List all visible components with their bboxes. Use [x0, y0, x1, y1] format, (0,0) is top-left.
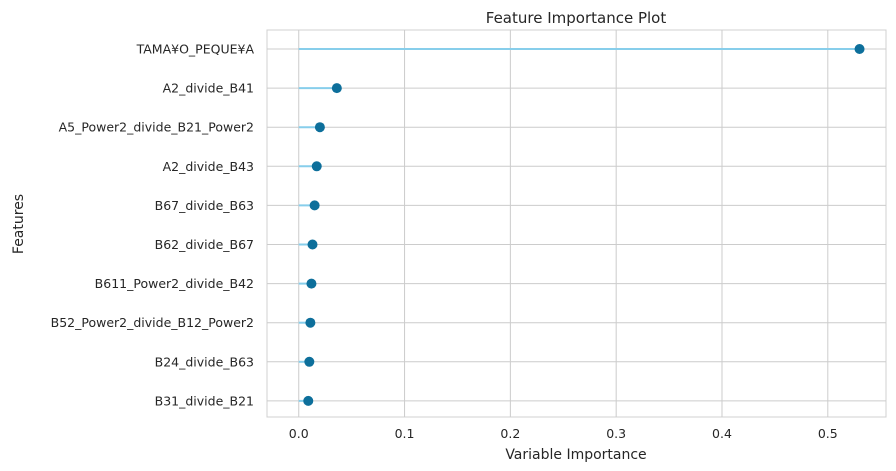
x-axis-label: Variable Importance	[505, 447, 646, 463]
x-tick-label: 0.5	[818, 426, 838, 441]
y-tick-label: B611_Power2_divide_B42	[95, 276, 254, 291]
plot-area	[266, 29, 887, 418]
lollipop-point	[311, 161, 322, 172]
y-tick-label: B31_divide_B21	[155, 393, 254, 408]
lollipop-points	[303, 44, 865, 406]
x-tick-label: 0.0	[289, 426, 309, 441]
lollipop-point	[331, 83, 342, 94]
lollipop-point	[307, 239, 318, 250]
x-tick-label: 0.1	[395, 426, 415, 441]
x-tick-label: 0.2	[500, 426, 520, 441]
lollipop-point	[305, 317, 316, 328]
lollipop-point	[303, 395, 314, 406]
lollipop-point	[306, 278, 317, 289]
y-tick-label: B24_divide_B63	[155, 354, 254, 369]
lollipop-point	[304, 356, 315, 367]
y-tick-label: A2_divide_B41	[163, 81, 254, 96]
y-tick-label: B52_Power2_divide_B12_Power2	[51, 315, 254, 330]
y-tick-labels: TAMA¥O_PEQUE¥A A2_divide_B41 A5_Power2_div…	[51, 42, 255, 409]
y-tick-label: TAMA¥O_PEQUE¥A	[136, 42, 255, 57]
x-tick-labels: 0.0 0.1 0.2 0.3 0.4 0.5	[289, 426, 838, 441]
x-gridlines	[298, 30, 829, 417]
y-tick-label: B67_divide_B63	[155, 198, 254, 213]
chart-title: Feature Importance Plot	[486, 9, 667, 27]
y-tick-label: A5_Power2_divide_B21_Power2	[59, 120, 254, 135]
y-tick-label: B62_divide_B67	[155, 237, 254, 252]
lollipop-point	[314, 122, 325, 133]
x-tick-label: 0.3	[606, 426, 626, 441]
lollipop-point	[854, 44, 865, 54]
y-axis-label: Features	[11, 194, 27, 254]
x-tick-label: 0.4	[712, 426, 732, 441]
y-tick-label: A2_divide_B43	[163, 159, 254, 174]
lollipop-point	[309, 200, 320, 211]
